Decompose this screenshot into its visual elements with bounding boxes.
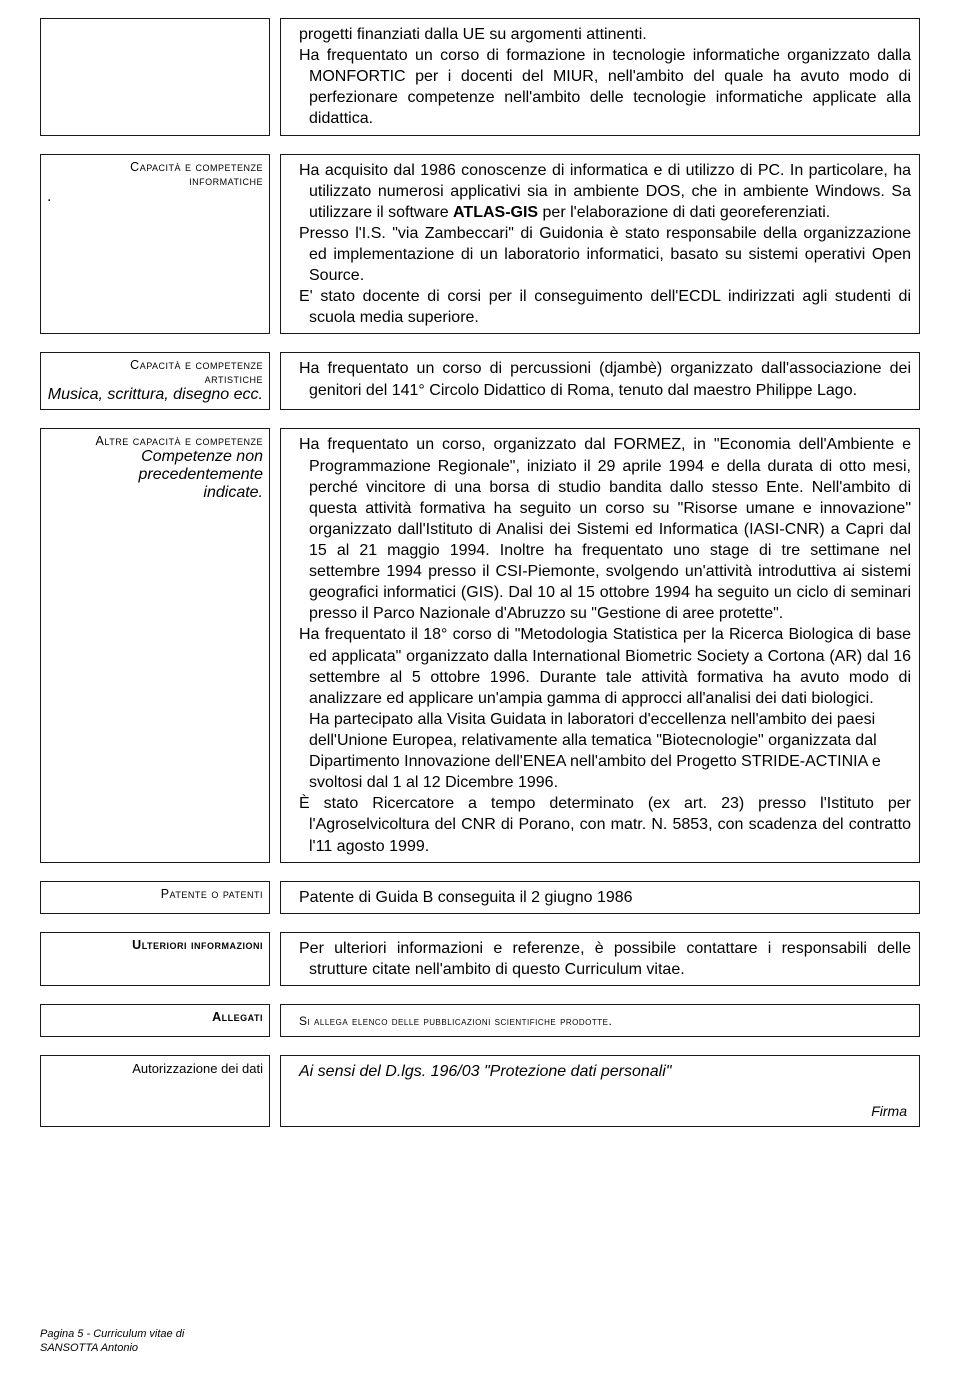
section-patente: Patente o patenti Patente di Guida B con… xyxy=(40,881,920,914)
label-informatiche-dot: . xyxy=(47,188,51,206)
altre-para4: È stato Ricercatore a tempo determinato … xyxy=(299,793,911,856)
label-altre-line1: Altre capacità e competenze xyxy=(96,434,263,448)
artistiche-para1: Ha frequentato un corso di percussioni (… xyxy=(299,358,911,400)
content-allegati: Si allega elenco delle pubblicazioni sci… xyxy=(280,1004,920,1037)
label-patente-text: Patente o patenti xyxy=(161,887,263,901)
page-footer: Pagina 5 - Curriculum vitae di SANSOTTA … xyxy=(40,1327,920,1356)
signature-text: Firma xyxy=(299,1102,911,1120)
section-ulteriori: Ulteriori informazioni Per ulteriori inf… xyxy=(40,932,920,986)
footer-line2: SANSOTTA Antonio xyxy=(40,1341,920,1355)
altre-para1: Ha frequentato un corso, organizzato dal… xyxy=(299,434,911,624)
intro-para2: Ha frequentato un corso di formazione in… xyxy=(299,45,911,129)
informatiche-para2: Presso l'I.S. "via Zambeccari" di Guidon… xyxy=(299,223,911,286)
informatiche-para1-b: per l'elaborazione di dati georeferenzia… xyxy=(538,204,830,221)
patente-text: Patente di Guida B conseguita il 2 giugn… xyxy=(299,889,633,906)
label-artistiche-line2: artistiche xyxy=(205,372,263,386)
label-ulteriori: Ulteriori informazioni xyxy=(40,932,270,986)
label-artistiche-sub: Musica, scrittura, disegno ecc. xyxy=(48,386,263,404)
content-intro: progetti finanziati dalla UE su argoment… xyxy=(280,18,920,136)
label-informatiche-line1: Capacità e competenze xyxy=(130,160,263,174)
content-autorizzazione: Ai sensi del D.lgs. 196/03 "Protezione d… xyxy=(280,1055,920,1127)
label-autorizzazione-text: Autorizzazione dei dati xyxy=(132,1061,263,1076)
content-artistiche: Ha frequentato un corso di percussioni (… xyxy=(280,352,920,410)
label-ulteriori-text: Ulteriori informazioni xyxy=(132,938,263,952)
section-allegati: Allegati Si allega elenco delle pubblica… xyxy=(40,1004,920,1037)
label-artistiche-line1: Capacità e competenze xyxy=(130,358,263,372)
content-ulteriori: Per ulteriori informazioni e referenze, … xyxy=(280,932,920,986)
section-intro: progetti finanziati dalla UE su argoment… xyxy=(40,18,920,136)
content-altre: Ha frequentato un corso, organizzato dal… xyxy=(280,428,920,862)
label-artistiche: Capacità e competenze artistiche Musica,… xyxy=(40,352,270,410)
autorizzazione-text: Ai sensi del D.lgs. 196/03 "Protezione d… xyxy=(299,1063,671,1080)
label-intro-empty xyxy=(40,18,270,136)
label-allegati: Allegati xyxy=(40,1004,270,1037)
label-informatiche-line2: informatiche xyxy=(189,174,263,188)
section-altre: Altre capacità e competenze Competenze n… xyxy=(40,428,920,862)
label-altre-sub2: indicate. xyxy=(203,484,263,502)
allegati-text: Si allega elenco delle pubblicazioni sci… xyxy=(299,1014,612,1028)
section-informatiche: Capacità e competenze informatiche . Ha … xyxy=(40,154,920,335)
label-autorizzazione: Autorizzazione dei dati xyxy=(40,1055,270,1127)
label-patente: Patente o patenti xyxy=(40,881,270,914)
altre-para3: Ha partecipato alla Visita Guidata in la… xyxy=(299,709,911,793)
ulteriori-text: Per ulteriori informazioni e referenze, … xyxy=(299,938,911,980)
label-altre-sub1: Competenze non precedentemente xyxy=(47,448,263,484)
section-autorizzazione: Autorizzazione dei dati Ai sensi del D.l… xyxy=(40,1055,920,1127)
footer-line1: Pagina 5 - Curriculum vitae di xyxy=(40,1327,920,1341)
altre-para2: Ha frequentato il 18° corso di "Metodolo… xyxy=(299,624,911,708)
intro-para1: progetti finanziati dalla UE su argoment… xyxy=(299,24,911,45)
content-patente: Patente di Guida B conseguita il 2 giugn… xyxy=(280,881,920,914)
content-informatiche: Ha acquisito dal 1986 conoscenze di info… xyxy=(280,154,920,335)
label-informatiche: Capacità e competenze informatiche . xyxy=(40,154,270,335)
label-allegati-text: Allegati xyxy=(212,1010,263,1024)
section-artistiche: Capacità e competenze artistiche Musica,… xyxy=(40,352,920,410)
informatiche-para3: E' stato docente di corsi per il consegu… xyxy=(299,286,911,328)
informatiche-para1-bold: ATLAS-GIS xyxy=(453,204,538,221)
label-altre: Altre capacità e competenze Competenze n… xyxy=(40,428,270,862)
informatiche-para1: Ha acquisito dal 1986 conoscenze di info… xyxy=(299,160,911,223)
